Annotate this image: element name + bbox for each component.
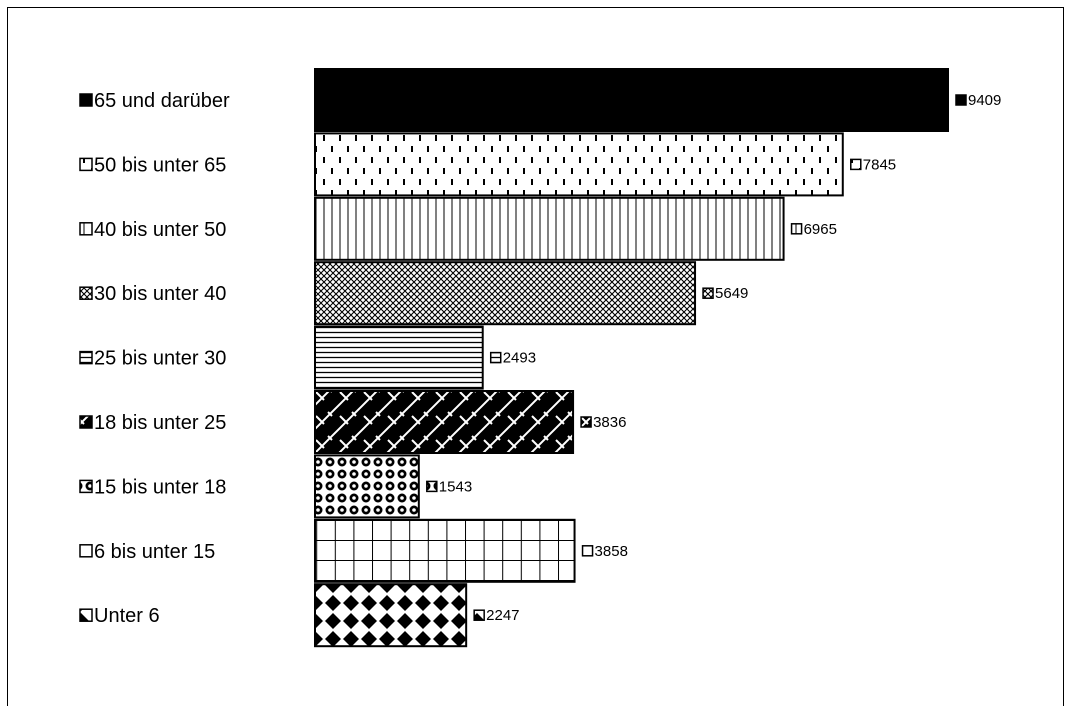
labels-layer: 65 und darüber 9409 50 bis unter 65 7845 40 …	[79, 90, 1001, 627]
value-swatch-7	[426, 480, 438, 493]
category-label: 6 bis unter 15	[94, 541, 215, 563]
value-swatch-4	[702, 287, 714, 299]
data-label: 1543	[439, 478, 472, 495]
data-label: 2493	[503, 350, 536, 367]
value-swatch-5	[489, 351, 502, 364]
value-swatch-9	[473, 609, 485, 621]
bar-3	[314, 196, 785, 261]
category-label: 50 bis unter 65	[94, 154, 226, 176]
bar-8	[314, 518, 576, 583]
data-label: 6965	[804, 221, 837, 238]
data-label: 7845	[863, 156, 896, 173]
bar-1	[314, 68, 949, 132]
data-label: 3858	[595, 543, 628, 560]
bars-layer	[314, 68, 949, 648]
category-label: 25 bis unter 30	[94, 348, 226, 370]
bar-6	[314, 390, 575, 454]
data-label: 2247	[486, 607, 519, 624]
category-label: 30 bis unter 40	[94, 283, 226, 305]
legend-swatch-7	[79, 479, 93, 494]
data-label: 9409	[968, 92, 1001, 109]
legend-swatch-4	[79, 286, 93, 300]
bar-2	[314, 132, 844, 197]
category-label: 40 bis unter 50	[94, 219, 226, 241]
value-swatch-8	[581, 545, 594, 557]
category-label: Unter 6	[94, 605, 160, 627]
value-swatch-6	[580, 416, 592, 428]
legend-swatch-3	[79, 222, 93, 236]
legend-swatch-1	[79, 93, 93, 107]
data-label: 3836	[593, 414, 626, 431]
legend-swatch-9	[79, 608, 93, 622]
category-label: 15 bis unter 18	[94, 476, 226, 498]
data-label: 5649	[715, 285, 748, 302]
bar-7	[314, 454, 420, 519]
category-label: 65 und darüber	[94, 90, 230, 112]
legend-swatch-8	[79, 544, 93, 558]
value-swatch-3	[790, 223, 803, 235]
bar-5	[314, 325, 484, 390]
value-swatch-1	[955, 94, 967, 106]
bar-4	[314, 261, 697, 326]
chart-frame	[7, 7, 1064, 706]
category-label: 18 bis unter 25	[94, 412, 226, 434]
legend-swatch-2	[79, 157, 93, 172]
value-swatch-2	[850, 158, 862, 171]
legend-swatch-6	[79, 415, 93, 429]
bar-9	[314, 583, 468, 648]
legend-swatch-5	[79, 350, 93, 365]
